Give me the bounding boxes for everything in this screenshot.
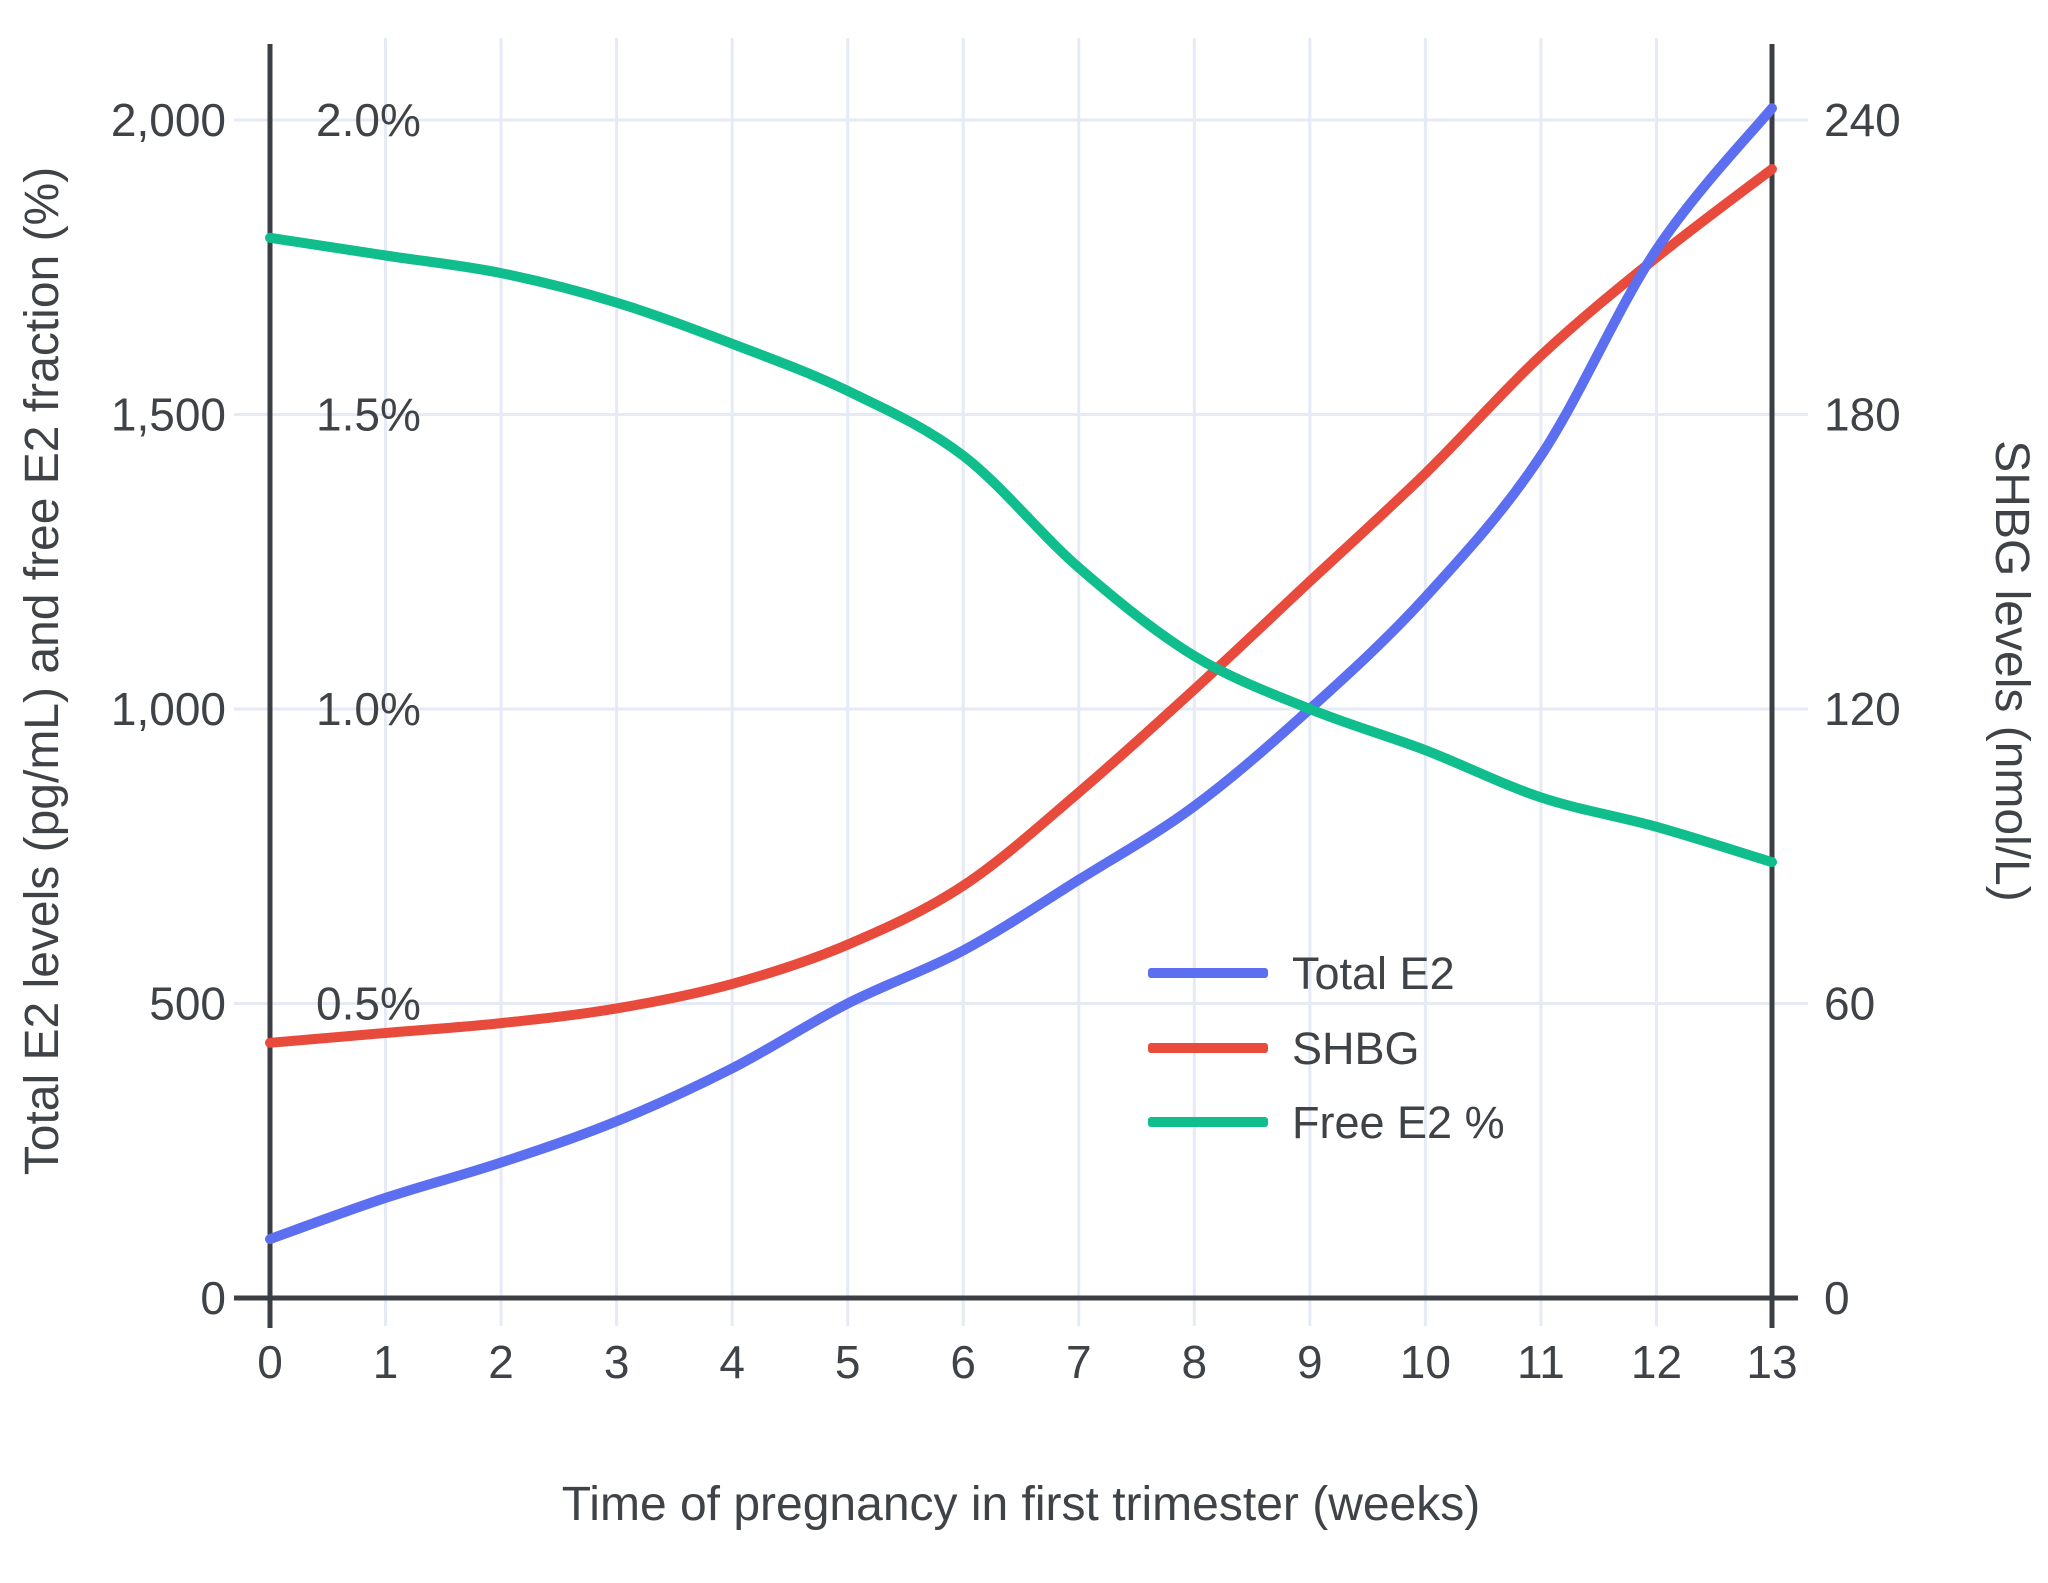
legend-item-free-e2-: Free E2 % (1148, 1097, 1505, 1148)
legend-label: Free E2 % (1292, 1097, 1505, 1148)
x-axis-tick-label: 2 (488, 1336, 514, 1388)
y-axis-left-tick-label: 0 (200, 1272, 226, 1324)
y-axis-percent-tick-label: 1.5% (316, 389, 421, 441)
tick-labels: 05001,0001,5002,0000.5%1.0%1.5%2.0%06012… (111, 94, 1901, 1388)
y-axis-right-tick-label: 120 (1824, 683, 1901, 735)
y-axis-right-tick-label: 180 (1824, 389, 1901, 441)
gridlines (234, 38, 1808, 1326)
x-axis-tick-label: 0 (257, 1336, 283, 1388)
legend-swatch (1148, 968, 1268, 978)
x-axis-title: Time of pregnancy in first trimester (we… (562, 1478, 1480, 1531)
y-axis-percent-tick-label: 1.0% (316, 683, 421, 735)
y-axis-right-tick-label: 60 (1824, 978, 1875, 1030)
x-axis-tick-label: 13 (1746, 1336, 1797, 1388)
legend-item-total-e2: Total E2 (1148, 948, 1455, 999)
x-axis-tick-label: 7 (1066, 1336, 1092, 1388)
x-axis-tick-label: 11 (1517, 1336, 1565, 1388)
y-axis-right-tick-label: 0 (1824, 1272, 1850, 1324)
axis-titles: Time of pregnancy in first trimester (we… (16, 167, 2038, 1531)
legend-item-shbg: SHBG (1148, 1023, 1420, 1074)
legend-label: SHBG (1292, 1023, 1420, 1074)
legend-swatch (1148, 1117, 1268, 1127)
y-axis-right-title: SHBG levels (nmol/L) (1985, 440, 2038, 901)
axes (234, 44, 1798, 1328)
x-axis-tick-label: 9 (1297, 1336, 1323, 1388)
y-axis-right-tick-label: 240 (1824, 94, 1901, 146)
y-axis-left-tick-label: 1,500 (111, 389, 226, 441)
legend: Total E2 SHBG Free E2 % (1148, 948, 1505, 1148)
x-axis-tick-label: 1 (373, 1336, 399, 1388)
y-axis-left-tick-label: 1,000 (111, 683, 226, 735)
series-line-shbg (265, 164, 1777, 1048)
legend-label: Total E2 (1292, 948, 1455, 999)
legend-swatch (1148, 1043, 1268, 1053)
series-line-free-e2- (265, 232, 1777, 868)
x-axis-tick-label: 10 (1400, 1336, 1451, 1388)
y-axis-left-tick-label: 500 (149, 978, 226, 1030)
series-line-total-e2 (265, 103, 1777, 1245)
y-axis-percent-tick-label: 2.0% (316, 94, 421, 146)
y-axis-percent-tick-label: 0.5% (316, 978, 421, 1030)
y-axis-left-title: Total E2 levels (pg/mL) and free E2 frac… (16, 167, 69, 1175)
x-axis-tick-label: 6 (950, 1336, 976, 1388)
x-axis-tick-label: 5 (835, 1336, 861, 1388)
x-axis-tick-label: 12 (1631, 1336, 1682, 1388)
x-axis-tick-label: 8 (1182, 1336, 1208, 1388)
x-axis-tick-label: 4 (719, 1336, 745, 1388)
series (265, 103, 1777, 1245)
y-axis-left-tick-label: 2,000 (111, 94, 226, 146)
x-axis-tick-label: 3 (604, 1336, 630, 1388)
